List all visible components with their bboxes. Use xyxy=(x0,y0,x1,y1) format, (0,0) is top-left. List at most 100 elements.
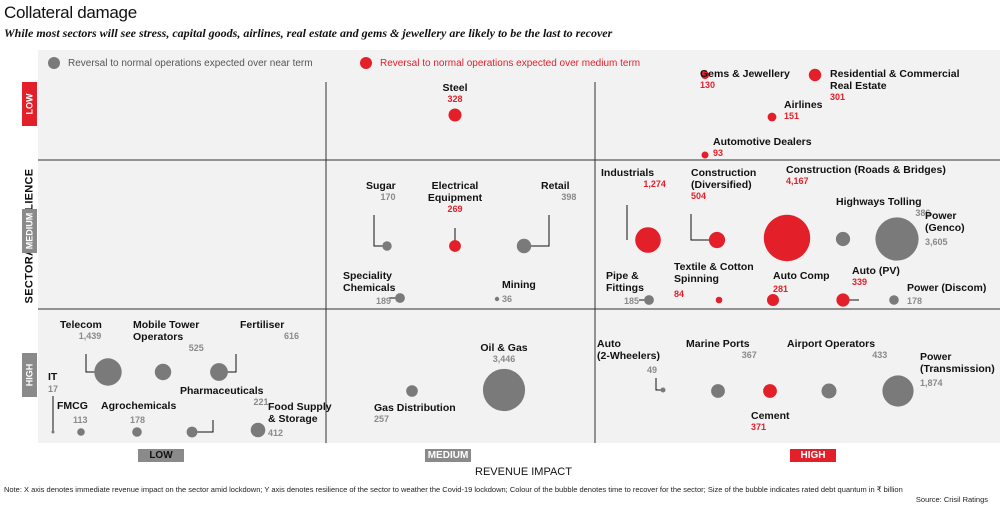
bubble-fmcg xyxy=(77,428,85,436)
bubbles xyxy=(51,68,919,438)
label-debt-retail: 398 xyxy=(561,192,576,202)
x-category-low: LOW xyxy=(138,449,184,462)
label-debt-auto-pv: 339 xyxy=(852,277,867,287)
label-debt-construction-roads-bridges: 4,167 xyxy=(786,176,809,186)
bubble-pipe-fittings xyxy=(644,295,654,305)
label-name-mobile-tower-operators: Mobile Tower Operators xyxy=(133,319,199,343)
label-name-textile-cotton-spinning: Textile & Cotton Spinning xyxy=(674,261,754,285)
label-name-marine-ports: Marine Ports xyxy=(686,338,750,350)
label-name-power-discom: Power (Discom) xyxy=(907,282,986,294)
label-debt-power-transmission: 1,874 xyxy=(920,378,943,388)
label-pipe-fittings: Pipe & Fittings 185 xyxy=(606,270,644,306)
label-debt-gas-distribution: 257 xyxy=(374,414,389,424)
legend-near-swatch xyxy=(48,57,60,69)
label-name-residential-commercial-real-estate: Residential & Commercial Real Estate xyxy=(830,68,960,92)
label-name-gems-jewellery: Gems & Jewellery xyxy=(700,68,790,80)
label-debt-gems-jewellery: 130 xyxy=(700,80,715,90)
leader-pharmaceuticals xyxy=(192,420,214,433)
label-fmcg: FMCG 113 xyxy=(57,400,88,425)
source: Source: Crisil Ratings xyxy=(915,495,988,504)
y-category-high: HIGH xyxy=(22,353,37,397)
label-debt-airlines: 151 xyxy=(784,111,799,121)
label-auto-2-wheelers: Auto (2-Wheelers) 49 xyxy=(597,338,660,375)
label-debt-oil-gas: 3,446 xyxy=(493,354,516,364)
label-debt-mobile-tower-operators: 525 xyxy=(189,343,204,353)
label-name-food-supply-storage: Food Supply & Storage xyxy=(268,401,332,425)
label-power-genco: Power (Genco) 3,605 xyxy=(925,210,965,247)
bubble-highways-tolling xyxy=(835,231,851,247)
y-category-medium: MEDIUM xyxy=(22,209,37,253)
label-name-sugar: Sugar xyxy=(366,180,396,192)
bubble-oil-gas xyxy=(482,368,526,412)
legend-medium-label: Reversal to normal operations expected o… xyxy=(380,57,641,69)
label-debt-power-genco: 3,605 xyxy=(925,237,948,247)
label-debt-auto-2-wheelers: 49 xyxy=(647,365,657,375)
bubble-industrials xyxy=(635,227,661,253)
label-debt-pipe-fittings: 185 xyxy=(624,296,639,306)
bubble-residential-commercial-real-estate xyxy=(808,68,822,82)
label-name-pipe-fittings: Pipe & Fittings xyxy=(606,270,644,294)
bubble-auto-2-wheelers xyxy=(660,387,666,393)
label-debt-sugar: 170 xyxy=(380,192,395,202)
label-debt-industrials: 1,274 xyxy=(643,179,666,189)
label-auto-pv: Auto (PV)339 xyxy=(852,265,900,287)
bubble-steel xyxy=(448,108,462,122)
label-debt-it: 17 xyxy=(48,384,58,394)
x-category-medium: MEDIUM xyxy=(425,449,471,462)
label-name-oil-gas: Oil & Gas xyxy=(480,342,527,354)
x-category-high: HIGH xyxy=(790,449,836,462)
label-name-cement: Cement xyxy=(751,410,790,422)
label-debt-telecom: 1,439 xyxy=(79,331,102,341)
bubble-power-transmission xyxy=(882,375,914,407)
label-construction-diversified: Construction (Diversified)504 xyxy=(691,167,756,201)
label-debt-fertiliser: 616 xyxy=(284,331,299,341)
legend-near: Reversal to normal operations expected o… xyxy=(48,57,313,69)
bubble-speciality-chemicals xyxy=(395,293,405,303)
x-axis-label: REVENUE IMPACT xyxy=(475,466,572,478)
label-debt-electrical-equipment: 269 xyxy=(447,204,462,214)
label-name-electrical-equipment: Electrical Equipment xyxy=(428,180,483,204)
label-debt-cement: 371 xyxy=(751,422,766,432)
label-name-construction-diversified: Construction (Diversified) xyxy=(691,167,756,191)
label-debt-automotive-dealers: 93 xyxy=(713,148,723,158)
bubble-fertiliser xyxy=(210,363,228,381)
label-debt-mining: 36 xyxy=(502,294,512,304)
label-debt-auto-comp: 281 xyxy=(773,284,788,294)
label-name-agrochemicals: Agrochemicals xyxy=(101,400,176,412)
label-name-steel: Steel xyxy=(442,82,467,94)
label-mining: Mining 36 xyxy=(502,279,536,304)
label-name-auto-pv: Auto (PV) xyxy=(852,265,900,277)
label-agrochemicals: Agrochemicals 178 xyxy=(101,400,176,425)
label-debt-highways-tolling: 386 xyxy=(915,208,930,218)
label-auto-comp: Auto Comp 281 xyxy=(773,270,830,294)
bubble-pharmaceuticals xyxy=(186,426,198,438)
label-textile-cotton-spinning: Textile & Cotton Spinning 84 xyxy=(674,261,754,299)
label-name-industrials: Industrials xyxy=(601,167,654,179)
label-debt-pharmaceuticals: 221 xyxy=(253,397,268,407)
y-category-low: LOW xyxy=(22,82,37,126)
bubble-electrical-equipment xyxy=(449,240,461,252)
label-name-fmcg: FMCG xyxy=(57,400,88,412)
label-name-highways-tolling: Highways Tolling xyxy=(836,196,922,208)
label-debt-textile-cotton-spinning: 84 xyxy=(674,289,684,299)
label-debt-power-discom: 178 xyxy=(907,296,922,306)
label-name-auto-comp: Auto Comp xyxy=(773,270,830,282)
label-name-airlines: Airlines xyxy=(784,99,823,111)
label-food-supply-storage: Food Supply & Storage 412 xyxy=(268,401,332,438)
quadrant-grid xyxy=(38,82,1000,443)
label-name-auto-2-wheelers: Auto (2-Wheelers) xyxy=(597,338,660,362)
legend-medium: Reversal to normal operations expected o… xyxy=(360,57,640,69)
label-name-construction-roads-bridges: Construction (Roads & Bridges) xyxy=(786,164,946,176)
